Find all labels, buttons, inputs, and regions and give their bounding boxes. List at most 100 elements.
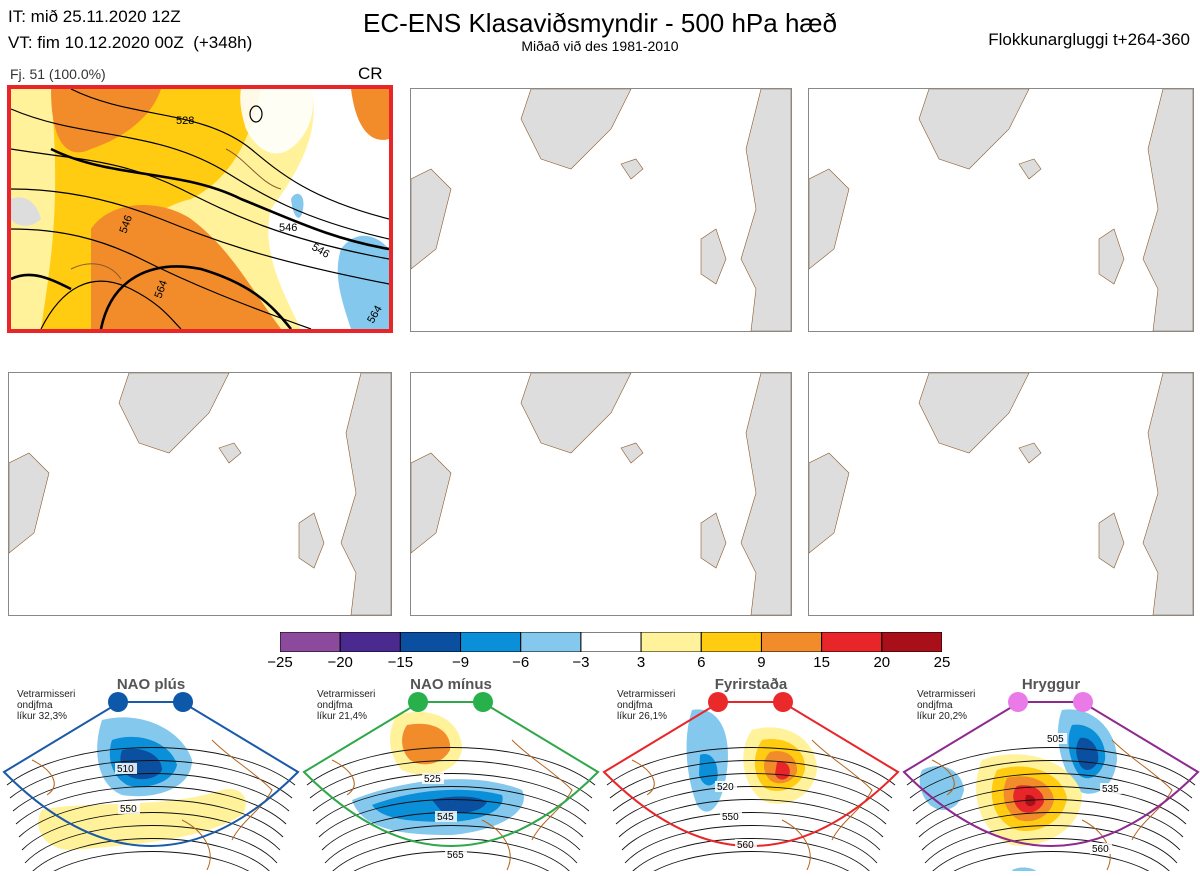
anomaly-patch <box>38 789 246 850</box>
colorbar-tick-label: 25 <box>933 654 951 671</box>
cluster-map-5-field <box>411 373 791 615</box>
anomaly-patch <box>432 796 487 814</box>
cluster-map-3[interactable] <box>808 88 1194 332</box>
contour-label-bg <box>422 773 444 784</box>
regime-map-field: 505 535 560 <box>902 701 1200 876</box>
regime-map-2: 525 545 565 <box>302 700 600 876</box>
contour-label: 564 <box>153 279 171 300</box>
regime-probability: Vetrarmisseri ondjfma líkur 21,4% <box>317 689 376 722</box>
regime-map-field: 510 550 <box>2 701 300 876</box>
height-contour <box>618 799 884 838</box>
colorbar-bin <box>460 631 522 653</box>
height-contour <box>921 812 1181 851</box>
contour-label: 560 <box>1092 844 1109 855</box>
colorbar-bin <box>399 631 462 653</box>
page-subtitle: Miðað við des 1981-2010 <box>521 38 679 54</box>
regime-marker-dot <box>1008 692 1028 712</box>
height-contour <box>24 825 278 864</box>
contour-label: 550 <box>722 812 739 823</box>
coastline <box>631 739 873 871</box>
cluster-map-1[interactable]: 528 546 546 564 546 564 <box>7 85 393 333</box>
height-contour <box>27 838 275 876</box>
regime-marker-dot <box>473 692 493 712</box>
regime-probability: Vetrarmisseri ondjfma líkur 32,3% <box>17 689 76 722</box>
classification-window: Flokkunargluggi t+264-360 <box>988 30 1190 49</box>
contour-label: 550 <box>120 804 137 815</box>
coastline <box>331 739 573 871</box>
contour-label-bg <box>715 781 737 792</box>
cluster-map-6-field <box>809 373 1193 615</box>
height-contour <box>927 838 1175 876</box>
regime-map-field: 525 545 565 <box>302 701 600 876</box>
height-contour <box>309 760 593 799</box>
cluster-map-4[interactable] <box>8 372 392 616</box>
anomaly-patch <box>1012 867 1040 876</box>
height-contour <box>909 760 1193 799</box>
colorbar-bin <box>760 631 823 653</box>
contour-label: 520 <box>717 782 734 793</box>
cluster-regime-label: CR <box>358 64 383 83</box>
height-contour <box>18 799 284 838</box>
height-contour <box>624 825 878 864</box>
cluster-map-6[interactable] <box>808 372 1194 616</box>
regime-title: NAO plús <box>116 676 186 693</box>
contour-label-bg <box>435 811 457 822</box>
regime-marker-dot <box>173 692 193 712</box>
regime-frame <box>302 701 600 847</box>
init-time-label: IT: mið 25.11.2020 12Z VT: fim 10.12.202… <box>8 7 253 52</box>
contour-label: 546 <box>118 214 136 235</box>
anomaly-patch <box>699 754 718 786</box>
contour-label: 560 <box>737 840 754 851</box>
colorbar-bin <box>520 631 582 653</box>
colorbar-tick-label: 20 <box>873 654 891 671</box>
cluster-map-4-field <box>9 373 391 615</box>
cluster-map-5[interactable] <box>410 372 792 616</box>
contour-label: 510 <box>117 764 134 775</box>
colorbar-bin <box>640 631 702 653</box>
regime-map-3: 520 550 560 <box>602 700 900 876</box>
height-contour <box>621 812 881 851</box>
regime-probability: Vetrarmisseri ondjfma líkur 26,1% <box>617 689 676 722</box>
height-contour <box>318 799 584 838</box>
contour-label: 565 <box>447 850 464 861</box>
height-contour <box>612 773 890 812</box>
contour-label: 535 <box>1102 784 1119 795</box>
contour-label: 545 <box>437 812 454 823</box>
contour-label: 546 <box>279 222 297 234</box>
height-contour <box>606 747 896 786</box>
contour-label: 528 <box>176 115 194 127</box>
height-contour <box>906 747 1196 786</box>
coastline <box>931 739 1173 871</box>
height-contour <box>615 786 887 825</box>
colorbar-tick-label: −25 <box>267 654 293 671</box>
regime-title: Fyrirstaða <box>714 676 788 693</box>
regime-marker-dot <box>708 692 728 712</box>
height-contour <box>924 825 1178 864</box>
height-contour <box>45 851 258 876</box>
colorbar-bin <box>881 631 943 653</box>
contour-label: 505 <box>1047 734 1064 745</box>
cluster-map-2[interactable] <box>410 88 792 332</box>
colorbar-tick-label: −9 <box>451 654 470 671</box>
contour-label-bg <box>735 839 757 850</box>
regime-marker-dot <box>408 692 428 712</box>
colorbar-bin <box>279 631 341 653</box>
regime-frame <box>902 701 1200 847</box>
colorbar-tick-label: 6 <box>697 654 706 671</box>
colorbar-bin <box>821 631 883 653</box>
colorbar-tick-label: −3 <box>572 654 590 671</box>
colorbar-bin <box>339 631 401 653</box>
contour-label-bg <box>720 811 742 822</box>
colorbar-bin <box>700 631 762 653</box>
regime-map-1: 510 550 <box>2 700 300 876</box>
contour-label-bg <box>115 763 137 774</box>
regime-map-field: 520 550 560 <box>602 701 900 876</box>
height-contour <box>327 838 575 876</box>
height-contour <box>312 773 590 812</box>
height-contour <box>9 760 293 799</box>
colorbar-bins <box>279 631 943 653</box>
colorbar-tick-label: −6 <box>512 654 530 671</box>
height-contour <box>912 773 1190 812</box>
height-contour <box>21 812 281 851</box>
cluster-member-count: Fj. 51 (100.0%) <box>10 66 106 82</box>
